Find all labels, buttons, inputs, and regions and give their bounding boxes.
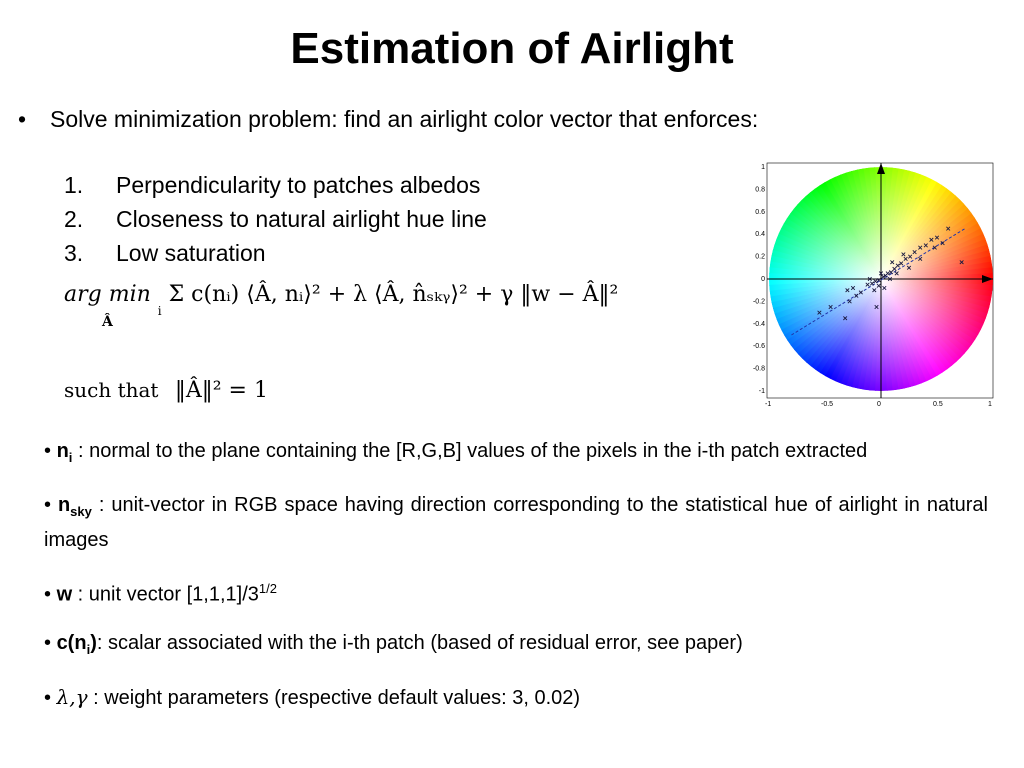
- data-point: [929, 237, 934, 242]
- objective-formula: arg min Â i Σ c(nᵢ) ⟨Â, nᵢ⟩² + λ ⟨Â, n̂ₛ…: [64, 282, 618, 332]
- def-w: • w : unit vector [1,1,1]/31/2: [44, 581, 277, 606]
- x-tick-label: -1: [765, 401, 771, 408]
- y-tick-label: 0.2: [755, 254, 765, 261]
- hue-scatter-plot: -1 -0.5 0 0.5 1 1 0.8 0.6 0.4 0.2 0 -0.2 -0.4 -0.6 -0.…: [753, 162, 994, 408]
- tick-labels: -1 -0.5 0 0.5 1 1 0.8 0.6 0.4 0.2 0 -0.2 -0.4 -0.6 -0.…: [753, 164, 992, 408]
- data-point: [845, 288, 850, 293]
- y-tick-label: 1: [761, 164, 765, 171]
- data-point: [906, 265, 912, 270]
- criteria-item: 2. Closeness to natural airlight hue line: [64, 206, 487, 232]
- data-point: [934, 235, 940, 240]
- constraint-prefix: such that: [64, 378, 159, 402]
- data-point: [867, 276, 872, 282]
- data-point: [894, 271, 899, 276]
- data-point: [878, 271, 884, 276]
- data-point: [908, 254, 913, 259]
- data-point: [892, 266, 897, 272]
- criteria-item: 3. Low saturation: [64, 240, 266, 266]
- patch-points: [817, 226, 964, 321]
- x-axis-arrow-icon: [982, 275, 993, 283]
- data-point: [874, 304, 879, 310]
- data-point: [865, 282, 870, 287]
- data-point: [932, 245, 937, 250]
- x-tick-label: -0.5: [821, 401, 833, 408]
- y-tick-label: -0.2: [753, 298, 765, 305]
- constraint-formula: such that ‖Â‖² = 1: [64, 378, 268, 403]
- def-params: • λ,γ : weight parameters (respective de…: [44, 684, 581, 709]
- data-point: [888, 270, 894, 275]
- data-point: [872, 288, 877, 293]
- data-point: [873, 279, 878, 284]
- data-point: [923, 243, 928, 248]
- y-tick-label: 0.6: [755, 209, 765, 216]
- def-nsky: • nsky : unit-vector in RGB space having…: [44, 494, 988, 551]
- data-point: [895, 263, 900, 268]
- data-point: [843, 316, 848, 321]
- data-point: [869, 281, 875, 286]
- definitions-list: • ni : normal to the plane containing th…: [44, 437, 988, 732]
- data-point: [901, 252, 906, 257]
- data-point: [918, 245, 923, 250]
- data-point: [881, 274, 886, 279]
- data-point: [847, 299, 852, 304]
- data-point: [899, 261, 904, 266]
- data-point: [918, 256, 923, 261]
- data-point: [850, 285, 856, 291]
- data-point: [912, 250, 917, 255]
- data-point: [959, 260, 964, 265]
- y-axis-arrow-icon: [877, 163, 885, 174]
- data-point: [903, 256, 908, 261]
- y-tick-label: 0.4: [755, 231, 765, 238]
- data-point: [876, 278, 881, 283]
- intro-bullet: • Solve minimization problem: find an air…: [18, 106, 758, 133]
- data-point: [885, 271, 890, 276]
- data-point: [828, 304, 833, 310]
- y-tick-label: -0.8: [753, 366, 765, 373]
- def-ni: • ni : normal to the plane containing th…: [44, 440, 868, 465]
- data-point: [876, 283, 881, 288]
- y-tick-label: -1: [759, 388, 765, 395]
- x-tick-label: 0: [877, 401, 881, 408]
- constraint-expr: ‖Â‖² = 1: [174, 378, 268, 403]
- data-point: [940, 241, 945, 246]
- x-tick-label: 0.5: [933, 401, 943, 408]
- slide-title: Estimation of Airlight: [290, 24, 734, 73]
- x-tick-label: 1: [988, 401, 992, 408]
- data-point: [890, 260, 895, 265]
- criteria-item: 1. Perpendicularity to patches albedos: [64, 172, 481, 198]
- bullet-dot: •: [18, 106, 27, 132]
- criteria-list: 1. Perpendicularity to patches albedos 2.…: [64, 172, 487, 274]
- y-tick-label: 0.8: [755, 186, 765, 193]
- hue-fit-line: [791, 228, 966, 336]
- data-point: [817, 310, 822, 315]
- data-point: [946, 226, 951, 231]
- sum-index: i: [157, 304, 162, 318]
- intro-text: Solve minimization problem: find an airl…: [50, 106, 759, 132]
- data-point: [887, 276, 893, 282]
- formula-body: Σ c(nᵢ) ⟨Â, nᵢ⟩² + λ ⟨Â, n̂ₛₖᵧ⟩² + γ ‖w …: [168, 282, 619, 307]
- data-point: [854, 293, 859, 298]
- data-point: [858, 290, 863, 295]
- argmin-operator: arg min Â: [64, 282, 151, 330]
- def-c: • c(ni): scalar associated with the i-th…: [44, 631, 743, 657]
- y-tick-label: -0.4: [753, 321, 765, 328]
- y-tick-label: 0: [761, 276, 765, 283]
- y-tick-label: -0.6: [753, 343, 765, 350]
- data-point: [882, 285, 887, 291]
